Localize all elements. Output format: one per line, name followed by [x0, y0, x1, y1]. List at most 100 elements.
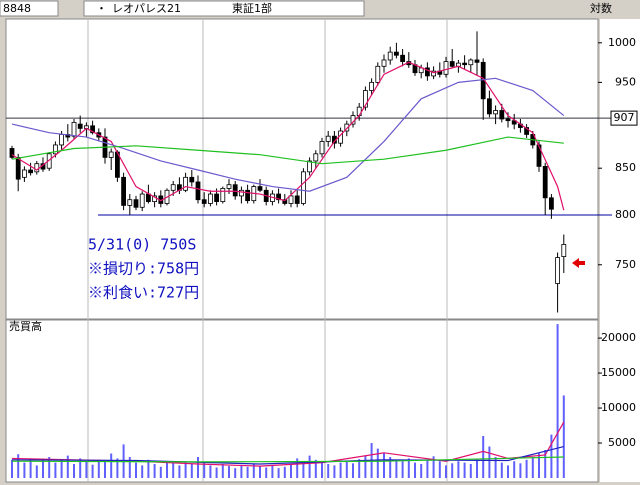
candle-body	[393, 51, 399, 56]
volume-bar	[376, 448, 379, 478]
code-box	[0, 0, 59, 17]
volume-bar	[500, 462, 503, 478]
volume-bar	[190, 464, 193, 478]
volume-bar	[383, 452, 385, 478]
candle-body	[344, 123, 350, 132]
candle-body	[325, 135, 331, 142]
candle-body	[183, 176, 189, 191]
volume-bar	[531, 457, 534, 478]
name-box	[83, 0, 365, 17]
volume-bar	[141, 465, 144, 478]
candle-body	[214, 193, 220, 202]
candle-body	[288, 195, 294, 204]
volume-bar	[54, 462, 57, 478]
candle-body	[431, 70, 437, 77]
candle-body	[369, 81, 375, 91]
candle-body	[139, 193, 145, 208]
volume-bar	[252, 464, 255, 478]
volume-bar	[172, 463, 175, 478]
candle-body	[28, 169, 34, 174]
candle-body	[207, 193, 213, 204]
volume-bar	[23, 462, 26, 478]
stock-name: レオパレス21	[112, 2, 181, 15]
volume-bar	[178, 465, 181, 478]
volume-bar	[277, 468, 280, 478]
volume-bar	[42, 460, 44, 478]
volume-bar	[469, 464, 472, 478]
volume-bar	[358, 459, 361, 478]
volume-bar	[395, 459, 398, 478]
candle-body	[443, 61, 449, 75]
volume-bar	[11, 459, 13, 478]
volume-bar	[79, 458, 82, 478]
volume-tick-label: 15000	[601, 366, 636, 379]
candle-body	[201, 199, 207, 204]
candle-body	[238, 189, 244, 197]
arrow	[572, 258, 585, 268]
volume-bar	[290, 464, 292, 478]
y-tick-label: 850	[615, 161, 636, 174]
volume-bar	[166, 461, 168, 478]
volume-tick-label: 5000	[608, 436, 636, 449]
candle-body	[555, 257, 560, 284]
volume-bar	[147, 459, 150, 478]
volume-bar	[538, 453, 540, 478]
volume-bar	[550, 434, 553, 478]
candle-body	[195, 181, 201, 201]
candle-body	[381, 59, 387, 67]
moving-average	[11, 61, 565, 211]
candle-body	[542, 165, 548, 199]
volume-bar	[426, 459, 429, 478]
volume-average	[11, 456, 564, 463]
volume-bar	[420, 464, 423, 478]
volume-bar	[352, 463, 354, 478]
volume-bar	[66, 455, 69, 478]
y-tick-label: 950	[615, 75, 636, 88]
volume-bar	[240, 465, 243, 478]
candle-body	[319, 141, 325, 155]
volume-bar	[17, 454, 20, 478]
candle-body	[424, 67, 430, 77]
price-panel	[5, 18, 599, 320]
volume-bar	[327, 464, 330, 478]
volume-bar	[494, 457, 497, 478]
candle-body	[71, 121, 77, 137]
candle-body	[21, 169, 27, 178]
candle-body	[400, 54, 406, 62]
volume-bar	[321, 461, 323, 478]
volume-bar	[215, 467, 218, 478]
volume-bar	[203, 462, 206, 478]
candle-body	[121, 176, 126, 206]
candle-body	[362, 90, 368, 108]
volume-bar	[153, 464, 156, 478]
volume-bar	[463, 462, 466, 478]
volume-bar	[116, 458, 119, 478]
candle-body	[474, 59, 480, 63]
candle-body	[59, 134, 64, 146]
volume-bar	[345, 460, 348, 478]
volume-bar	[97, 459, 100, 478]
candle-body	[245, 189, 251, 202]
candle-body	[486, 98, 492, 115]
volume-bar	[556, 324, 559, 478]
month-grid	[87, 20, 448, 481]
candle-body	[282, 199, 288, 204]
current-price-box	[610, 110, 638, 126]
volume-bar	[91, 464, 94, 478]
volume-bar	[246, 466, 249, 478]
candle-body	[108, 151, 114, 158]
moving-average	[11, 136, 564, 165]
candle-body	[387, 51, 393, 61]
candle-body	[90, 125, 95, 134]
volume-bar	[482, 436, 485, 478]
candle-body	[77, 123, 83, 129]
volume-tick-label: 10000	[601, 401, 636, 414]
volume-bar	[525, 459, 528, 478]
volume-bar	[104, 461, 106, 478]
volume-title: 売買高	[9, 319, 42, 333]
volume-panel	[5, 319, 599, 483]
annotation: ※損切り:758円	[88, 260, 199, 278]
candle-body	[170, 184, 176, 191]
volume-bar	[29, 458, 32, 478]
candle-body	[127, 199, 133, 206]
